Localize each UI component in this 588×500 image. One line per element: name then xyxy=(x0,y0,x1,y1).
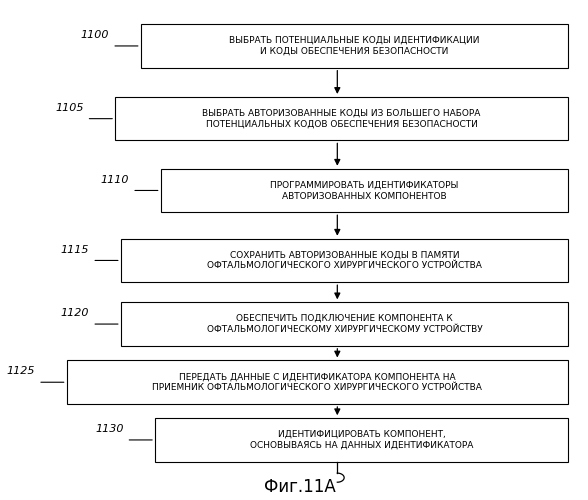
Text: 1110: 1110 xyxy=(101,174,129,184)
Text: ПРОГРАММИРОВАТЬ ИДЕНТИФИКАТОРЫ
АВТОРИЗОВАННЫХ КОМПОНЕНТОВ: ПРОГРАММИРОВАТЬ ИДЕНТИФИКАТОРЫ АВТОРИЗОВ… xyxy=(270,180,459,201)
Text: ОБЕСПЕЧИТЬ ПОДКЛЮЧЕНИЕ КОМПОНЕНТА К
ОФТАЛЬМОЛОГИЧЕСКОМУ ХИРУРГИЧЕСКОМУ УСТРОЙСТВ: ОБЕСПЕЧИТЬ ПОДКЛЮЧЕНИЕ КОМПОНЕНТА К ОФТА… xyxy=(206,314,482,334)
Text: 1115: 1115 xyxy=(61,244,89,254)
Text: 1130: 1130 xyxy=(95,424,123,434)
Text: 1120: 1120 xyxy=(61,308,89,318)
Bar xyxy=(121,302,568,346)
Text: ВЫБРАТЬ АВТОРИЗОВАННЫЕ КОДЫ ИЗ БОЛЬШЕГО НАБОРА
ПОТЕНЦИАЛЬНЫХ КОДОВ ОБЕСПЕЧЕНИЯ Б: ВЫБРАТЬ АВТОРИЗОВАННЫЕ КОДЫ ИЗ БОЛЬШЕГО … xyxy=(202,108,481,128)
Text: ПЕРЕДАТЬ ДАННЫЕ С ИДЕНТИФИКАТОРА КОМПОНЕНТА НА
ПРИЕМНИК ОФТАЛЬМОЛОГИЧЕСКОГО ХИРУ: ПЕРЕДАТЬ ДАННЫЕ С ИДЕНТИФИКАТОРА КОМПОНЕ… xyxy=(152,372,482,392)
Text: СОХРАНИТЬ АВТОРИЗОВАННЫЕ КОДЫ В ПАМЯТИ
ОФТАЛЬМОЛОГИЧЕСКОГО ХИРУРГИЧЕСКОГО УСТРОЙ: СОХРАНИТЬ АВТОРИЗОВАННЫЕ КОДЫ В ПАМЯТИ О… xyxy=(207,250,482,270)
Text: 1105: 1105 xyxy=(55,103,83,113)
Bar xyxy=(115,97,568,140)
Bar xyxy=(161,168,568,212)
Text: 1100: 1100 xyxy=(81,30,109,40)
Bar xyxy=(141,24,568,68)
Bar xyxy=(66,360,568,404)
Text: ИДЕНТИФИЦИРОВАТЬ КОМПОНЕНТ,
ОСНОВЫВАЯСЬ НА ДАННЫХ ИДЕНТИФИКАТОРА: ИДЕНТИФИЦИРОВАТЬ КОМПОНЕНТ, ОСНОВЫВАЯСЬ … xyxy=(250,430,473,450)
Bar xyxy=(155,418,568,462)
Text: ВЫБРАТЬ ПОТЕНЦИАЛЬНЫЕ КОДЫ ИДЕНТИФИКАЦИИ
И КОДЫ ОБЕСПЕЧЕНИЯ БЕЗОПАСНОСТИ: ВЫБРАТЬ ПОТЕНЦИАЛЬНЫЕ КОДЫ ИДЕНТИФИКАЦИИ… xyxy=(229,36,480,56)
Text: 1125: 1125 xyxy=(7,366,35,376)
Bar xyxy=(121,238,568,282)
Text: Фиг.11А: Фиг.11А xyxy=(265,478,336,496)
